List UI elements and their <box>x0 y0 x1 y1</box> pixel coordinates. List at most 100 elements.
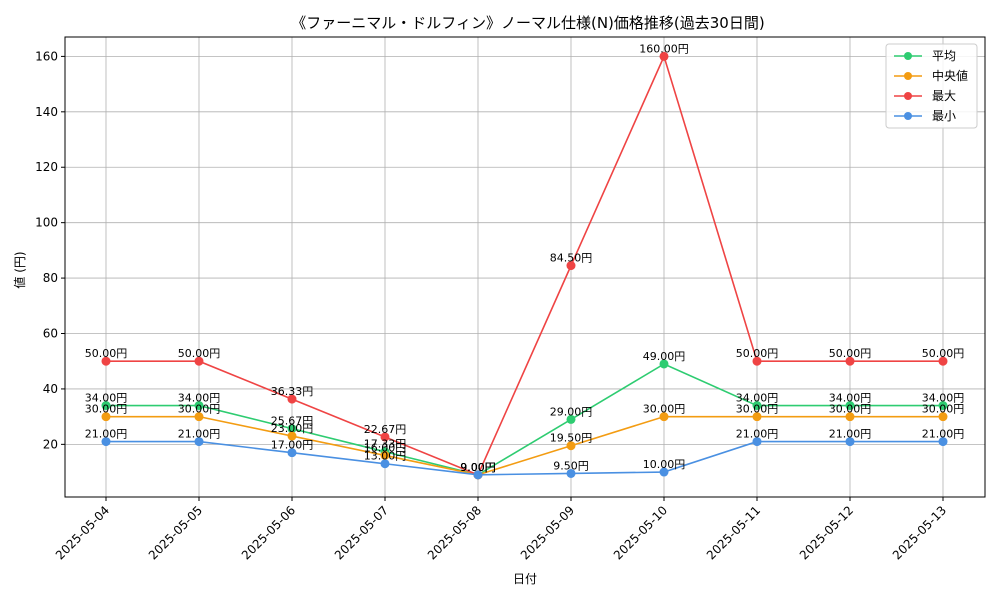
x-tick-label: 2025-05-05 <box>146 503 205 562</box>
data-label: 50.00円 <box>85 347 128 360</box>
x-tick-label: 2025-05-10 <box>611 503 670 562</box>
data-label: 49.00円 <box>643 350 686 363</box>
x-tick-label: 2025-05-09 <box>518 503 577 562</box>
data-point <box>659 412 669 422</box>
x-tick-label: 2025-05-08 <box>425 503 484 562</box>
data-label: 36.33円 <box>271 385 314 398</box>
data-point <box>938 412 948 422</box>
data-label: 9.00円 <box>460 461 496 474</box>
data-label: 50.00円 <box>922 347 965 360</box>
series-line <box>106 415 943 476</box>
data-label: 9.50円 <box>553 459 589 472</box>
data-point <box>380 432 390 442</box>
data-point <box>287 448 297 458</box>
data-label: 29.00円 <box>550 405 593 418</box>
legend-frame <box>885 43 978 129</box>
data-label: 30.00円 <box>643 403 686 416</box>
data-point <box>287 394 297 404</box>
data-point <box>380 459 390 469</box>
data-label: 22.67円 <box>364 423 407 436</box>
plot-frame <box>64 36 986 498</box>
data-point <box>566 441 576 451</box>
x-axis-label: 日付 <box>513 572 537 586</box>
legend-swatch-marker <box>904 72 912 80</box>
data-point <box>845 401 855 411</box>
x-axis-ticks: 2025-05-04 2025-05-05 2025-05-06 2025-05-07… <box>53 497 949 562</box>
data-label: 9.00円 <box>460 461 496 474</box>
data-point <box>287 424 297 434</box>
y-tick-label: 120 <box>35 160 58 174</box>
series-points <box>101 51 948 480</box>
data-label: 30.00円 <box>178 403 221 416</box>
data-labels: 34.00円 34.00円 25.67円 17.33円 9.00円 29.00円 49.00… <box>85 42 965 473</box>
series-line <box>106 440 943 476</box>
data-label: 21.00円 <box>922 428 965 441</box>
data-label: 84.50円 <box>550 252 593 265</box>
data-label: 17.33円 <box>364 438 407 451</box>
data-label: 10.00円 <box>643 458 686 471</box>
data-label: 160.00円 <box>639 42 689 55</box>
data-point <box>194 356 204 366</box>
series-lines <box>106 54 943 476</box>
y-tick-label: 140 <box>35 105 58 119</box>
data-label: 21.00円 <box>736 428 779 441</box>
data-point <box>659 51 669 61</box>
x-tick-label: 2025-05-06 <box>239 503 298 562</box>
data-point <box>194 412 204 422</box>
data-label: 9.00円 <box>460 461 496 474</box>
y-tick-label: 20 <box>43 437 58 451</box>
legend-swatch-marker <box>904 92 912 100</box>
legend-swatch-marker <box>904 112 912 120</box>
y-tick-label: 80 <box>43 271 58 285</box>
data-label: 23.00円 <box>271 422 314 435</box>
data-label: 50.00円 <box>736 347 779 360</box>
data-point <box>101 401 111 411</box>
x-tick-label: 2025-05-13 <box>890 503 949 562</box>
data-point <box>101 412 111 422</box>
data-point <box>752 401 762 411</box>
data-point <box>473 470 483 480</box>
data-label: 30.00円 <box>85 403 128 416</box>
data-label: 9.00円 <box>460 461 496 474</box>
data-point <box>659 467 669 477</box>
data-point <box>287 431 297 441</box>
data-label: 34.00円 <box>736 392 779 405</box>
data-label: 21.00円 <box>85 428 128 441</box>
y-tick-label: 60 <box>43 327 58 341</box>
chart-title: 《ファーニマル・ドルフィン》ノーマル仕様(N)価格推移(過去30日間) <box>291 14 764 32</box>
data-point <box>566 414 576 424</box>
legend-label: 最小 <box>932 109 956 123</box>
data-point <box>101 356 111 366</box>
data-point <box>845 356 855 366</box>
data-label: 16.00円 <box>364 441 407 454</box>
data-point <box>101 437 111 447</box>
data-label: 30.00円 <box>829 403 872 416</box>
data-label: 13.00円 <box>364 450 407 463</box>
x-tick-label: 2025-05-12 <box>797 503 856 562</box>
legend-swatch-marker <box>904 52 912 60</box>
y-axis-ticks: 20 40 60 80 100 120 140 160 <box>35 49 65 451</box>
data-label: 19.50円 <box>550 432 593 445</box>
data-label: 30.00円 <box>922 403 965 416</box>
x-tick-label: 2025-05-07 <box>332 503 391 562</box>
x-tick-label: 2025-05-04 <box>53 503 112 562</box>
data-point <box>194 437 204 447</box>
data-label: 30.00円 <box>736 403 779 416</box>
data-point <box>752 412 762 422</box>
data-label: 34.00円 <box>85 392 128 405</box>
series-line <box>106 54 943 476</box>
y-tick-label: 40 <box>43 382 58 396</box>
y-axis-label: 値 (円) <box>12 251 27 288</box>
x-tick-label: 2025-05-11 <box>704 503 763 562</box>
data-label: 34.00円 <box>178 392 221 405</box>
data-point <box>845 437 855 447</box>
data-label: 25.67円 <box>271 415 314 428</box>
data-point <box>194 401 204 411</box>
legend-label: 平均 <box>932 49 956 63</box>
data-point <box>380 450 390 460</box>
data-point <box>752 356 762 366</box>
data-label: 21.00円 <box>829 428 872 441</box>
data-point <box>938 437 948 447</box>
data-point <box>845 412 855 422</box>
